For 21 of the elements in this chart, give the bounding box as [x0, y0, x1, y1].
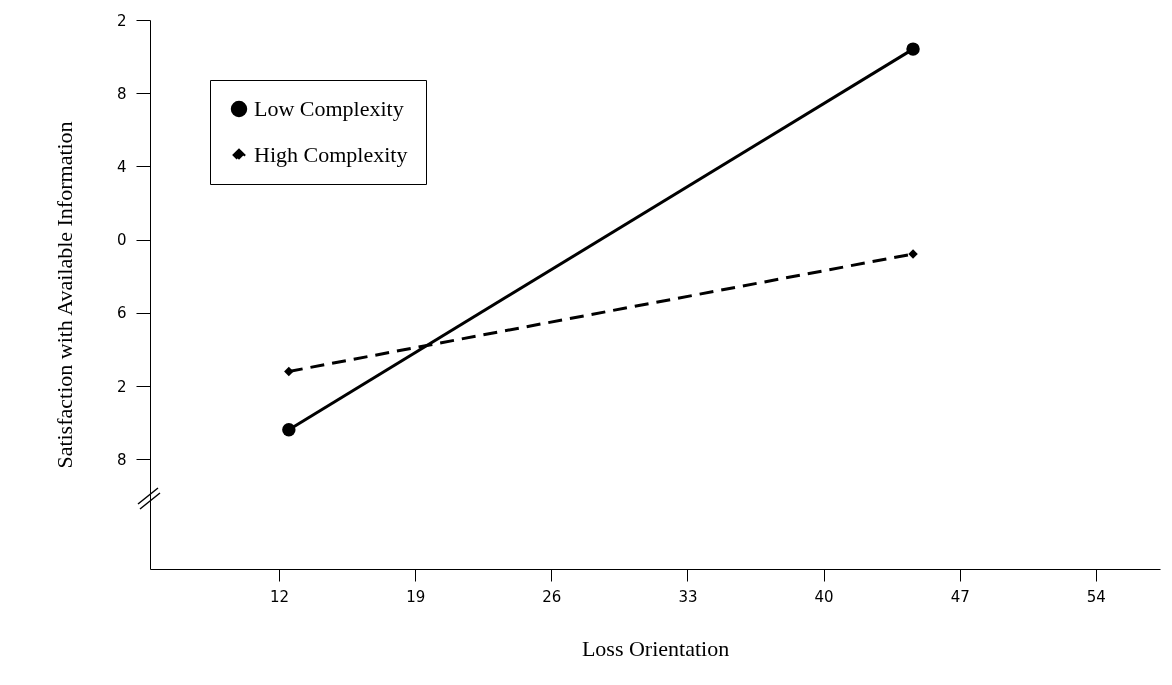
x-tick-label: 19	[406, 587, 426, 606]
text: 4	[116, 157, 127, 176]
x-tick-label: 12	[270, 587, 290, 606]
point	[282, 422, 296, 437]
y-axis-title: Satisfaction with Available Information	[51, 121, 77, 469]
x-tick-label: 47	[950, 587, 970, 606]
x-tick-label: 26	[542, 587, 562, 606]
legend-label: Low Complexity	[254, 96, 404, 121]
text: 2	[116, 11, 127, 30]
x-axis-title: Loss Orientation	[581, 635, 730, 661]
x-tick-label: 54	[1086, 587, 1106, 606]
text: 8	[116, 450, 127, 469]
x-tick-label: 40	[814, 587, 834, 606]
text: 2	[116, 377, 127, 396]
text: 8	[116, 84, 127, 103]
legend-label: High Complexity	[254, 142, 408, 167]
point	[906, 42, 920, 56]
text: 0	[116, 231, 127, 250]
text: 6	[116, 304, 127, 323]
point	[284, 366, 294, 377]
x-tick-label: 33	[678, 587, 698, 606]
